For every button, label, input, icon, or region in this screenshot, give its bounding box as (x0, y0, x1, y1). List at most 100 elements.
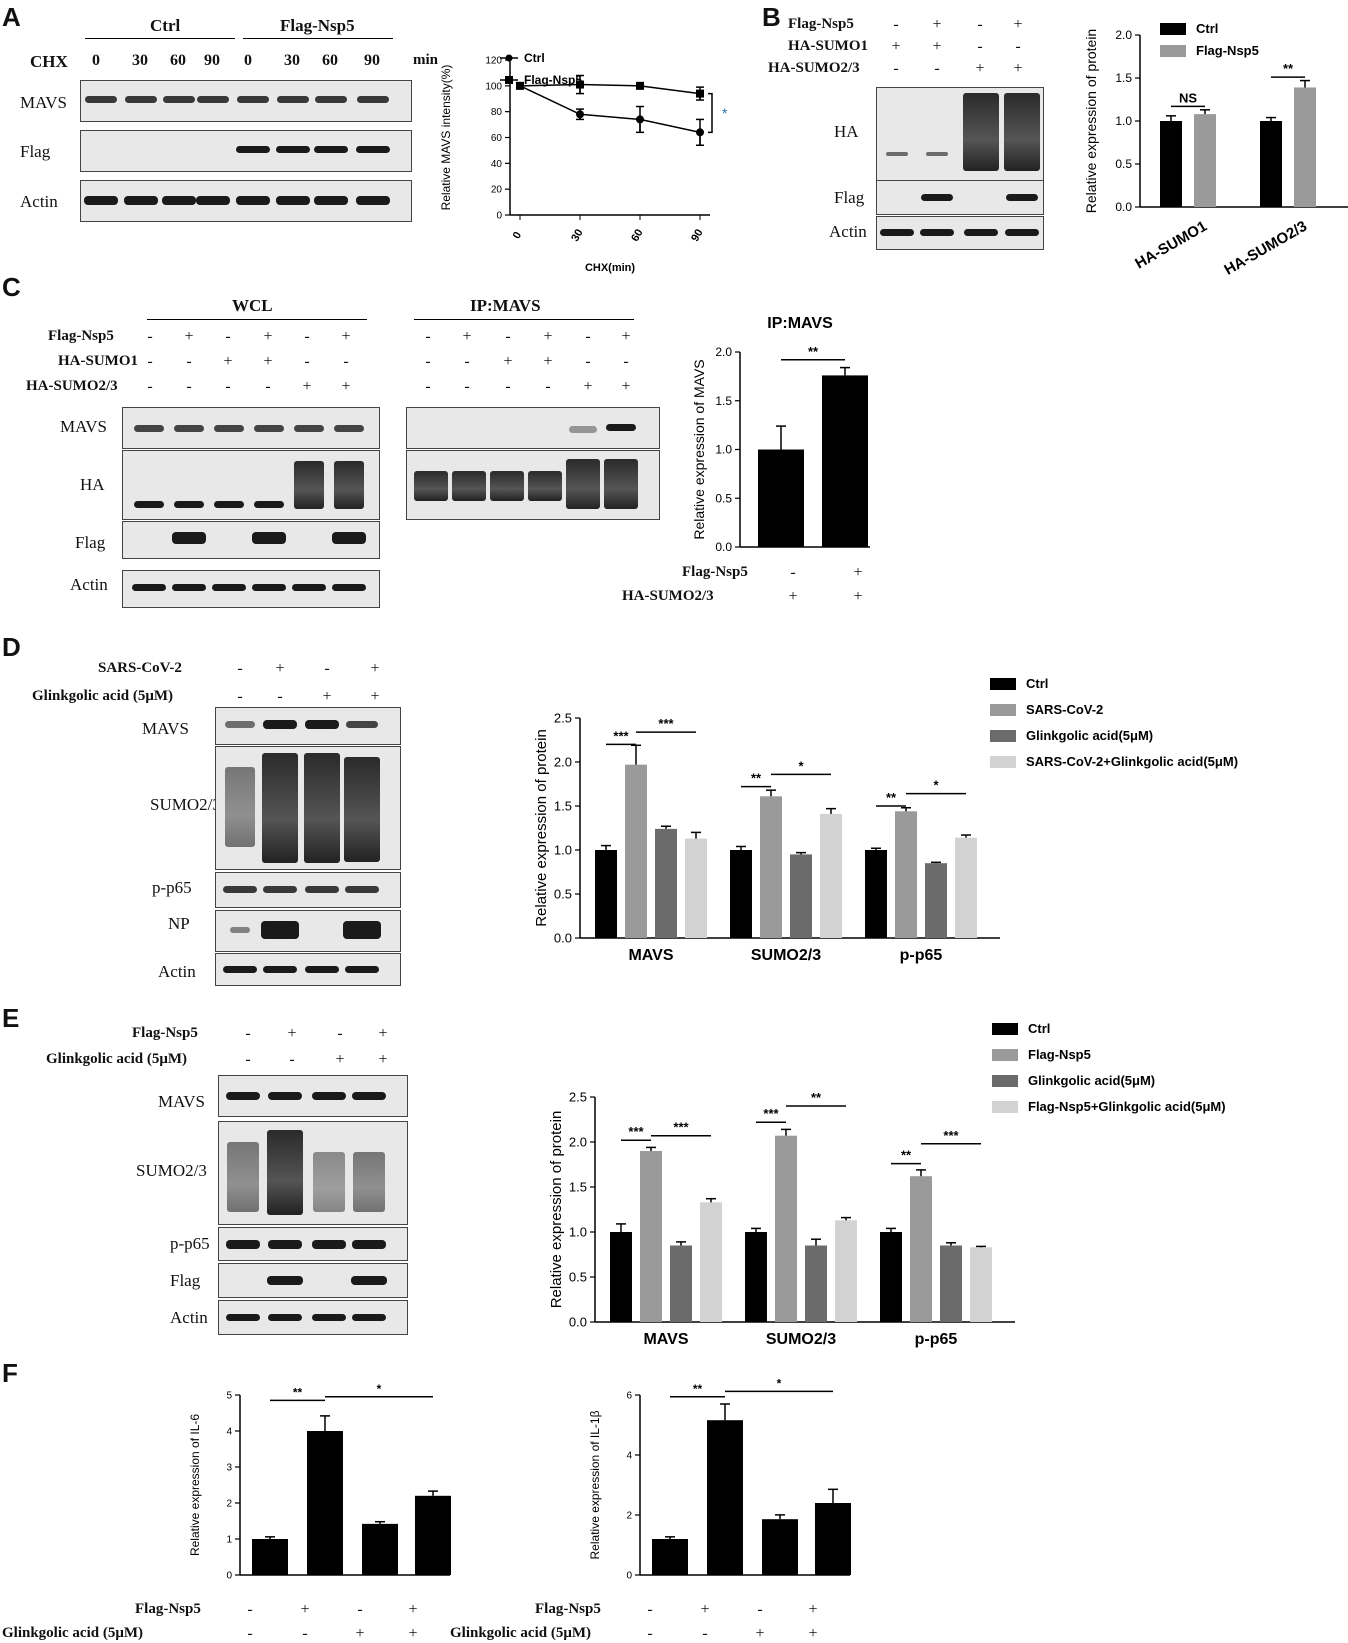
bar (595, 850, 617, 938)
band (345, 966, 379, 973)
significance-bracket (708, 92, 713, 134)
c-bottom-sign: + (853, 564, 863, 581)
band (356, 146, 390, 153)
group-label-flag-nsp5: Flag-Nsp5 (280, 16, 355, 35)
legend-swatch (990, 756, 1016, 768)
blot-c-ip-ha (406, 450, 660, 520)
band (346, 721, 378, 728)
band (315, 96, 347, 103)
panel-label-a: A (2, 2, 21, 32)
c-ip-sign: - (585, 353, 591, 370)
c-wcl-sign: - (147, 353, 153, 370)
bar (970, 1247, 992, 1322)
band (886, 152, 908, 156)
y-tick-label: 2 (626, 1511, 632, 1522)
c-bottom-sign: + (788, 588, 798, 605)
b-row-label-1: HA-SUMO1 (788, 38, 868, 54)
f-sign: + (808, 1601, 818, 1618)
blot-a-actin (80, 180, 412, 222)
band (223, 886, 257, 893)
y-tick-label: 0 (626, 1571, 632, 1582)
c-row-label-0: Flag-Nsp5 (48, 328, 114, 344)
data-point (696, 128, 704, 137)
c-wcl-sign: - (186, 353, 192, 370)
band (261, 921, 299, 939)
band (196, 196, 230, 205)
c-wcl-sign: - (265, 378, 271, 395)
chx-time-4: 0 (244, 52, 252, 69)
band (236, 146, 270, 153)
legend-label: Flag-Nsp5 (1028, 1047, 1091, 1062)
blot-label-d-sumo: SUMO2/3 (150, 795, 221, 814)
c-bottom-label-0: Flag-Nsp5 (682, 564, 748, 580)
bar (652, 1539, 688, 1575)
band (225, 767, 255, 847)
legend-label: SARS-CoV-2+Glinkgolic acid(5μM) (1026, 754, 1238, 769)
c-ip-sign: + (543, 353, 553, 370)
chx-time-7: 90 (364, 52, 380, 69)
significance-label: *** (628, 1124, 644, 1139)
c-wcl-sign: + (302, 378, 312, 395)
c-ip-sign: - (545, 378, 551, 395)
y-tick-label: 4 (626, 1451, 632, 1462)
band (305, 966, 339, 973)
c-ip-sign: - (464, 378, 470, 395)
band (964, 229, 998, 236)
band (921, 194, 953, 201)
e-sign: - (289, 1051, 295, 1068)
e-sign: - (245, 1051, 251, 1068)
d-row-label-0: SARS-CoV-2 (98, 660, 182, 676)
band (414, 471, 448, 501)
band (225, 721, 255, 728)
band (267, 1276, 303, 1285)
category-label: SUMO2/3 (751, 947, 821, 964)
f-sign: + (808, 1625, 818, 1642)
y-axis-label: Relative MAVS intensity(%) (439, 65, 453, 211)
category-label: HA-SUMO1 (1132, 218, 1210, 273)
y-tick-label: 60 (491, 133, 503, 144)
y-tick-label: 1.5 (554, 799, 572, 814)
band (305, 886, 339, 893)
band (214, 425, 244, 432)
bar (940, 1245, 962, 1322)
blot-b-flag (876, 180, 1044, 215)
f-sign: + (408, 1601, 418, 1618)
legend-swatch (992, 1023, 1018, 1035)
d-sign: + (322, 688, 332, 705)
y-tick-label: 120 (485, 56, 502, 67)
band (304, 753, 340, 863)
band (172, 532, 206, 544)
band (197, 96, 229, 103)
y-tick-label: 80 (491, 107, 503, 118)
band (332, 584, 366, 591)
c-wcl-sign: - (225, 378, 231, 395)
category-label: SUMO2/3 (766, 1331, 836, 1348)
blot-label-e-pp65: p-p65 (170, 1234, 210, 1253)
bar (1194, 114, 1216, 207)
bar (640, 1151, 662, 1322)
legend-label: Glinkgolic acid(5μM) (1026, 728, 1153, 743)
e-sign: - (245, 1025, 251, 1042)
group-label-ctrl: Ctrl (150, 16, 181, 35)
band (84, 196, 118, 205)
band (268, 1092, 302, 1100)
category-label: MAVS (628, 947, 673, 964)
legend-marker (505, 54, 513, 62)
blot-label-e-flag: Flag (170, 1271, 201, 1290)
c-wcl-sign: - (147, 328, 153, 345)
f-sign: - (647, 1625, 653, 1642)
bar (655, 828, 677, 938)
y-tick-label: 2.0 (715, 345, 732, 359)
band (880, 229, 914, 236)
band (226, 1092, 260, 1100)
chart-d-protein: 0.0 0.5 1.0 1.5 2.0 2.5 Relative expression of… (533, 676, 1238, 964)
y-axis-label: Relative expression of protein (548, 1111, 565, 1309)
y-tick-label: 1.0 (554, 843, 572, 858)
band (604, 459, 638, 509)
f-sign: + (700, 1601, 710, 1618)
band (312, 1092, 346, 1100)
legend-label: Ctrl (1028, 1021, 1050, 1036)
c-wcl-sign: - (343, 353, 349, 370)
significance-label: ** (886, 790, 897, 805)
e-row-label-1: Glinkgolic acid (5μM) (46, 1051, 187, 1067)
